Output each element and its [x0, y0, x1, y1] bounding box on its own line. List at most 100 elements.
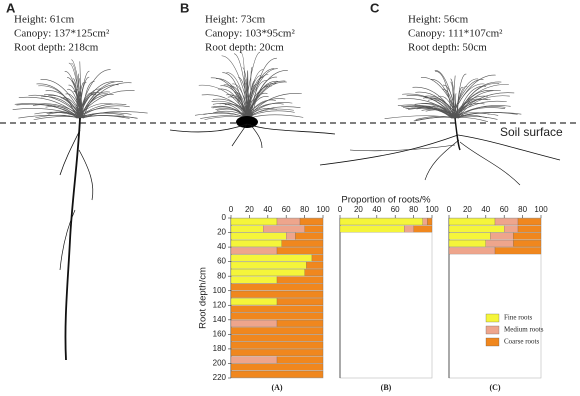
- root: [231, 123, 248, 147]
- grass-blade: [76, 90, 135, 119]
- bar-segment: [230, 240, 282, 247]
- x-tick-label: 100: [316, 205, 330, 214]
- grass-blade: [246, 96, 269, 119]
- plant-root-depth: Root depth: 20cm: [205, 42, 284, 54]
- bar-segment: [281, 240, 324, 247]
- grass-blade: [451, 103, 485, 119]
- y-tick-label: 160: [213, 329, 227, 338]
- soil-label: Soil surface: [500, 125, 563, 139]
- x-tick-label: 60: [391, 205, 400, 214]
- plot-frame: [339, 217, 433, 379]
- grass-blade: [249, 80, 268, 119]
- grass-blade: [83, 91, 110, 119]
- y-tick-label: 200: [213, 359, 227, 368]
- panel-label: C: [370, 0, 380, 15]
- plant-canopy: Canopy: 103*95cm²: [205, 28, 295, 40]
- legend-swatch: [485, 337, 500, 347]
- x-tick-label: 60: [282, 205, 291, 214]
- grass-blade: [243, 68, 275, 119]
- bar-segment: [276, 276, 324, 284]
- x-tick-label: 20: [245, 205, 254, 214]
- grass-blade: [451, 93, 454, 119]
- grass-blade: [450, 74, 496, 119]
- grass-blade: [78, 70, 90, 119]
- bar-segment: [276, 320, 324, 327]
- panel-label: A: [6, 0, 16, 15]
- root: [459, 141, 521, 186]
- bar-segment: [448, 232, 491, 240]
- grass-blade: [80, 82, 132, 119]
- grass-blade: [216, 78, 248, 119]
- grass-blade: [68, 62, 83, 119]
- grass-blade: [248, 80, 256, 119]
- bar-segment: [230, 363, 324, 371]
- grass-blade: [250, 57, 277, 119]
- root-crown: [236, 116, 258, 128]
- grass-blade: [397, 104, 453, 119]
- grass-blade: [18, 115, 80, 119]
- bar-segment: [230, 298, 278, 306]
- bar-segment: [276, 218, 301, 226]
- bar-segment: [230, 290, 324, 298]
- root: [424, 139, 460, 181]
- bar-segment: [490, 232, 514, 240]
- grass-blade: [247, 70, 249, 119]
- grass-blade: [406, 107, 452, 119]
- root: [78, 149, 94, 201]
- bar-segment: [448, 225, 505, 233]
- root: [59, 209, 76, 271]
- y-tick-label: 140: [213, 315, 227, 324]
- bar-segment: [494, 247, 542, 255]
- grass-blade: [222, 72, 245, 119]
- plant-height: Height: 73cm: [205, 14, 266, 26]
- grass-blade: [457, 90, 501, 119]
- root: [457, 134, 561, 161]
- bar-segment: [230, 356, 278, 364]
- y-tick-label: 40: [217, 242, 226, 251]
- legend-swatch: [485, 313, 500, 323]
- grass-blade: [456, 99, 488, 119]
- bar-segment: [427, 218, 433, 226]
- grass-blade: [218, 88, 245, 119]
- bar-segment: [517, 225, 542, 233]
- x-axis-label: Proportion of roots/%: [341, 195, 431, 206]
- bar-segment: [230, 218, 278, 226]
- grass-blade: [67, 88, 82, 119]
- bar-segment: [230, 312, 324, 320]
- grass-blade: [442, 88, 457, 119]
- bar-segment: [230, 327, 324, 335]
- bar-segment: [230, 305, 324, 313]
- bar-segment: [276, 247, 324, 255]
- bar-segment: [230, 247, 278, 255]
- grass-blade: [79, 81, 123, 119]
- grass-blade: [226, 94, 247, 119]
- grass-blade: [247, 106, 301, 119]
- bar-segment: [513, 232, 542, 240]
- plant-canopy: Canopy: 137*125cm²: [14, 28, 110, 40]
- grass-blade: [76, 112, 132, 119]
- root: [64, 117, 81, 361]
- bar-segment: [230, 269, 305, 276]
- x-tick-label: 80: [409, 205, 418, 214]
- root: [59, 129, 81, 176]
- bar-segment: [404, 225, 414, 233]
- grass-blade: [231, 95, 248, 119]
- plant-root-depth: Root depth: 218cm: [14, 42, 99, 54]
- x-tick-label: 100: [534, 205, 548, 214]
- bar-segment: [230, 283, 324, 291]
- grass-blade: [413, 116, 459, 122]
- grass-blade: [451, 84, 509, 119]
- grass-blade: [246, 76, 264, 119]
- bar-segment: [230, 341, 324, 349]
- bar-segment: [263, 225, 305, 233]
- bar-segment: [504, 225, 519, 233]
- grass-blade: [450, 78, 457, 119]
- bar-segment: [276, 298, 324, 306]
- grass-blade: [244, 68, 278, 119]
- bar-segment: [230, 334, 324, 342]
- bar-segment: [230, 254, 313, 262]
- y-axis-label: Root depth/cm: [198, 267, 209, 329]
- bar-segment: [339, 225, 405, 233]
- x-tick-label: 60: [500, 205, 509, 214]
